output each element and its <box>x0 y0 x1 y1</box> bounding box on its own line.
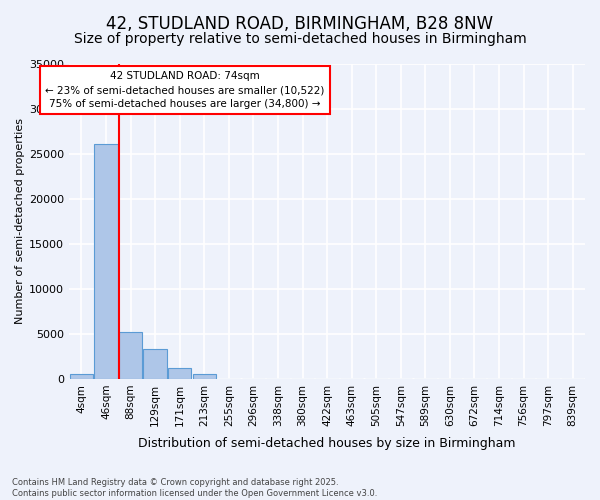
Bar <box>193 374 216 379</box>
Text: Size of property relative to semi-detached houses in Birmingham: Size of property relative to semi-detach… <box>74 32 526 46</box>
Bar <box>143 349 167 379</box>
Text: 42 STUDLAND ROAD: 74sqm
← 23% of semi-detached houses are smaller (10,522)
75% o: 42 STUDLAND ROAD: 74sqm ← 23% of semi-de… <box>45 71 324 109</box>
Bar <box>70 374 93 379</box>
Bar <box>94 144 118 379</box>
X-axis label: Distribution of semi-detached houses by size in Birmingham: Distribution of semi-detached houses by … <box>139 437 516 450</box>
Y-axis label: Number of semi-detached properties: Number of semi-detached properties <box>15 118 25 324</box>
Bar <box>119 332 142 379</box>
Text: 42, STUDLAND ROAD, BIRMINGHAM, B28 8NW: 42, STUDLAND ROAD, BIRMINGHAM, B28 8NW <box>106 15 494 33</box>
Bar <box>168 368 191 379</box>
Text: Contains HM Land Registry data © Crown copyright and database right 2025.
Contai: Contains HM Land Registry data © Crown c… <box>12 478 377 498</box>
